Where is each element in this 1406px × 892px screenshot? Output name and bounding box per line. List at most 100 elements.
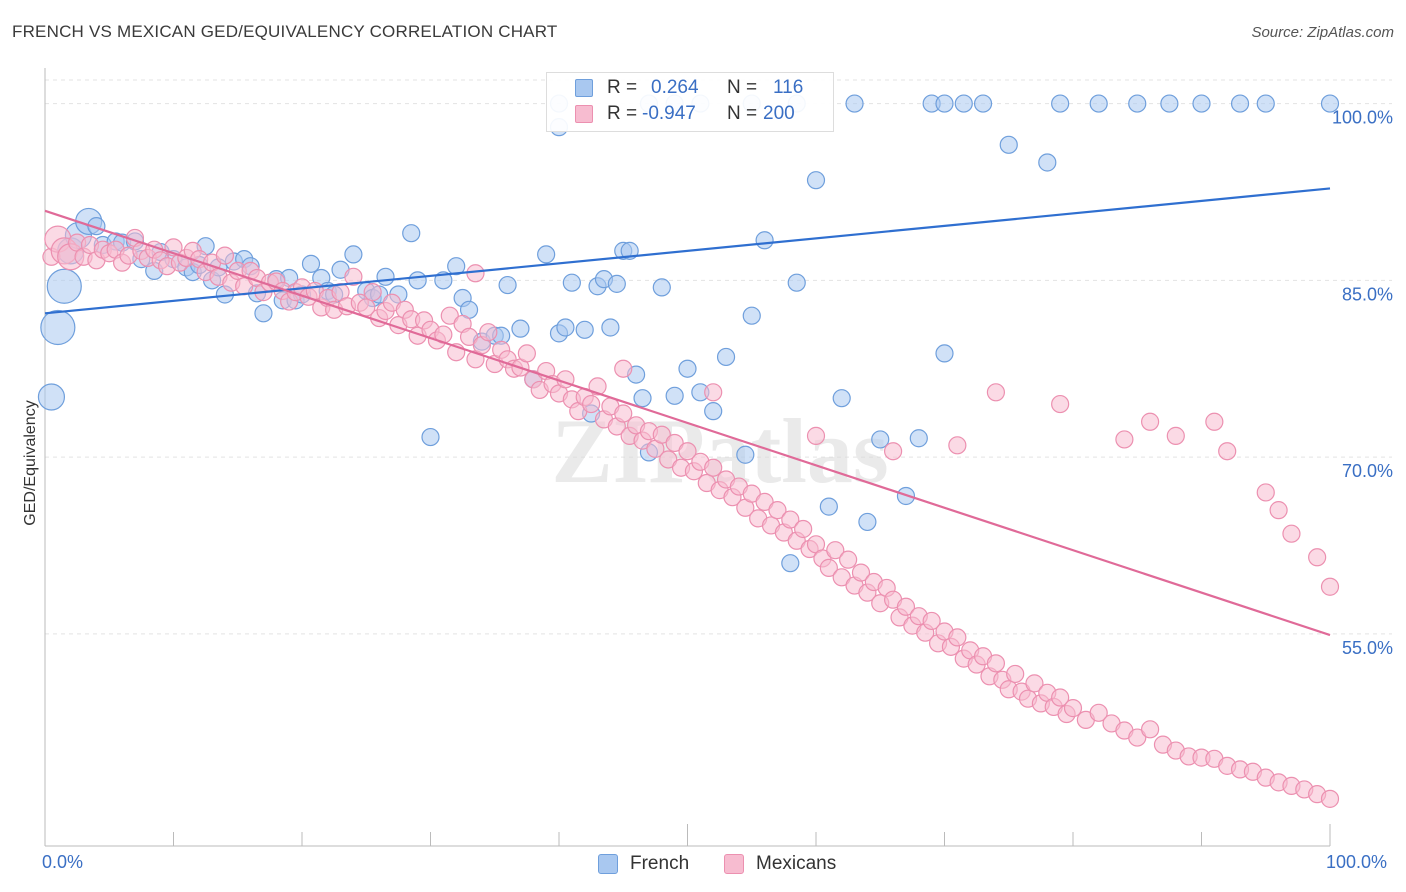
mexicans-point	[768, 501, 787, 520]
mexicans-point	[582, 394, 601, 414]
french-point	[742, 306, 761, 325]
french-point	[1230, 94, 1250, 113]
chart-title: FRENCH VS MEXICAN GED/EQUIVALENCY CORREL…	[12, 22, 558, 41]
mexicans-point	[819, 558, 838, 577]
correlation-legend: R = 0.264 N = 116 R = -0.947 N = 200	[546, 72, 834, 132]
mexicans-point	[832, 568, 851, 587]
r-label: R =	[607, 103, 638, 124]
french-point	[787, 273, 806, 292]
y-tick-label: 55.0%	[1342, 638, 1393, 658]
french-point	[999, 135, 1018, 154]
n-label: N =	[727, 103, 758, 124]
french-point	[562, 273, 581, 292]
french-point	[954, 94, 973, 113]
mexicans-point	[1115, 430, 1134, 449]
french-swatch	[575, 79, 593, 97]
legend-row-mexicans: R = -0.947 N = 200	[547, 102, 833, 128]
french-point	[871, 430, 890, 449]
mexicans-point	[1140, 412, 1160, 431]
axes	[44, 68, 1331, 847]
mexicans-point	[440, 306, 459, 325]
mexicans-point	[896, 597, 916, 616]
mexicans-point	[883, 442, 903, 461]
mexicans-point	[466, 264, 485, 283]
mexicans-point	[1308, 548, 1327, 567]
french-point	[1256, 94, 1275, 113]
mexicans-points	[42, 225, 1340, 808]
french-legend-label: French	[630, 853, 690, 874]
legend-row-french: R = 0.264 N = 116	[547, 76, 833, 102]
french-point	[665, 386, 684, 405]
french-point	[652, 278, 671, 297]
mexicans-point	[588, 377, 607, 396]
mexicans-point	[948, 436, 967, 455]
french-trend-line	[44, 187, 1331, 315]
french-point	[402, 224, 421, 243]
french-point	[607, 274, 626, 293]
mexicans-point	[1320, 789, 1340, 808]
mexicans-point	[344, 267, 363, 286]
mexicans-r-value: -0.947	[642, 103, 696, 124]
mexicans-swatch	[575, 105, 593, 123]
x-tick-label-min: 0.0%	[42, 852, 84, 872]
mexicans-point	[363, 283, 382, 302]
x-tick-label-max: 100.0%	[1326, 852, 1388, 872]
mexicans-point	[1282, 524, 1301, 543]
french-point	[376, 267, 395, 286]
mexicans-point	[839, 550, 858, 569]
french-n-value: 116	[773, 77, 804, 98]
mexicans-point	[1140, 720, 1160, 739]
french-point	[1192, 94, 1211, 113]
mexicans-point	[794, 519, 813, 539]
mexicans-point	[806, 426, 826, 445]
mexicans-point	[517, 344, 536, 363]
mexicans-point	[986, 654, 1006, 673]
mexicans-point	[922, 611, 941, 631]
french-point	[498, 275, 517, 295]
mexicans-point	[652, 425, 671, 444]
french-point	[254, 304, 273, 323]
french-point	[704, 402, 723, 421]
french-point	[633, 389, 652, 408]
mexicans-point	[1128, 728, 1147, 747]
mexicans-point	[479, 323, 498, 342]
mexicans-point	[215, 246, 234, 265]
y-tick-labels: 55.0% 70.0% 85.0% 100.0%	[1332, 108, 1393, 658]
mexicans-point	[1089, 703, 1108, 722]
mexicans-legend-swatch	[724, 854, 744, 874]
french-point	[935, 344, 954, 363]
y-tick-label: 85.0%	[1342, 284, 1393, 304]
mexicans-point	[1205, 412, 1224, 431]
french-point	[601, 318, 620, 337]
mexicans-point	[459, 327, 479, 347]
french-point	[344, 245, 363, 264]
french-point	[1089, 94, 1108, 113]
mexicans-point	[614, 359, 633, 378]
french-point	[301, 254, 321, 273]
french-point	[408, 271, 427, 290]
french-point	[716, 347, 736, 367]
french-point	[1320, 94, 1340, 113]
mexicans-point	[1006, 664, 1025, 684]
mexicans-point	[851, 563, 871, 582]
french-point	[37, 383, 66, 411]
mexicans-point	[614, 404, 633, 423]
french-point	[46, 268, 82, 304]
french-point	[40, 309, 76, 346]
french-point	[935, 94, 954, 113]
french-r-value: 0.264	[651, 77, 699, 98]
french-legend-swatch	[598, 854, 618, 874]
french-point	[1128, 94, 1147, 113]
french-point	[1051, 94, 1070, 113]
source-label: Source: ZipAtlas.com	[1251, 24, 1394, 41]
french-point	[755, 231, 774, 250]
french-point	[736, 445, 755, 464]
n-label: N =	[727, 77, 758, 98]
mexicans-n-value: 200	[763, 103, 795, 124]
mexicans-point	[665, 433, 684, 453]
mexicans-point	[1269, 501, 1288, 520]
mexicans-point	[1320, 577, 1340, 596]
french-point	[806, 171, 826, 190]
french-point	[858, 512, 877, 532]
